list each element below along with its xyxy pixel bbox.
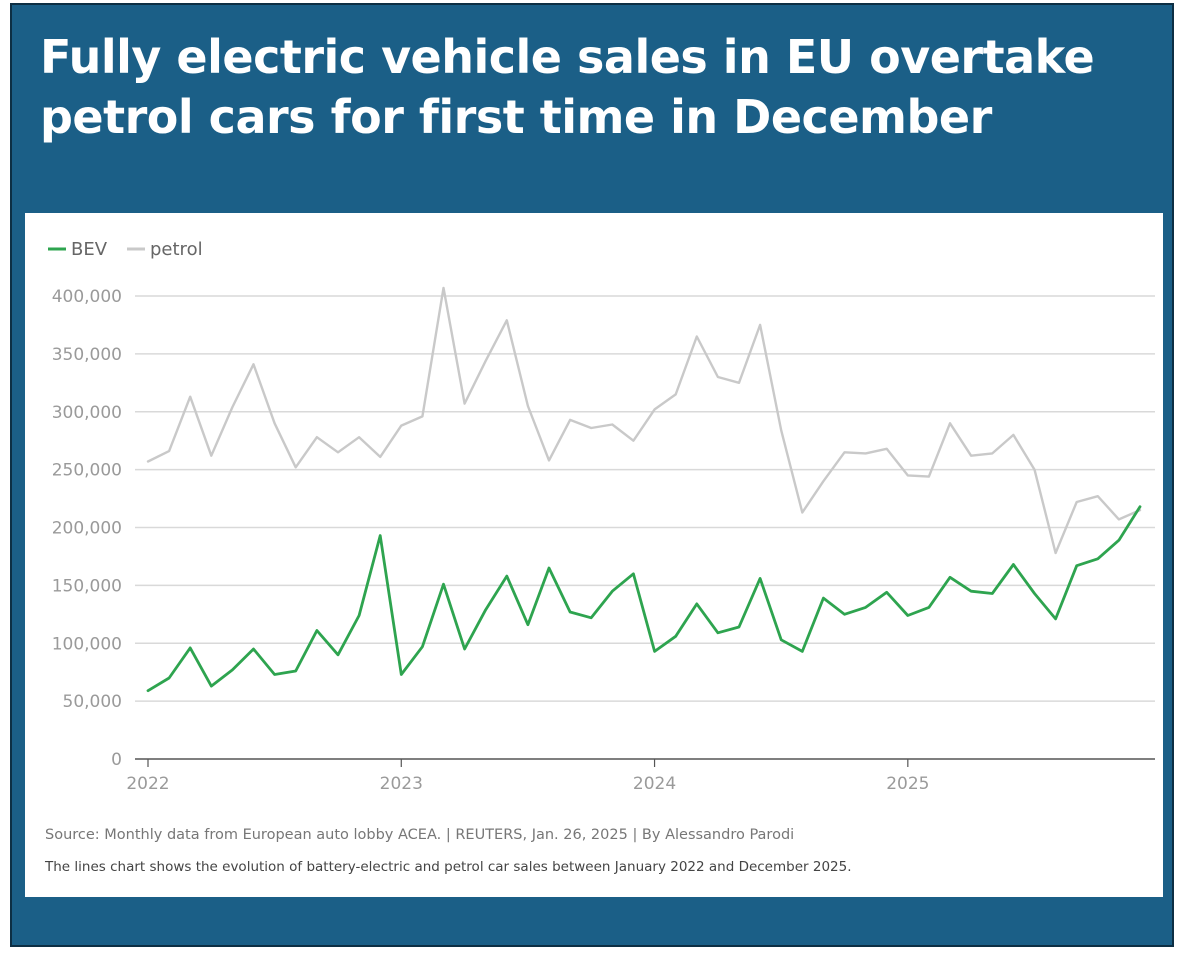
legend-label-petrol: petrol [150, 239, 203, 260]
y-axis-ticks: 0 50,000 100,000 150,000 200,000 250,000 300,0… [52, 287, 122, 770]
y-tick-label: 50,000 [63, 692, 122, 712]
legend-label-bev: BEV [71, 239, 108, 260]
line-chart: BEV petrol 0 50,000 100,000 150,000 200,000 2… [48, 239, 1155, 794]
headline: Fully electric vehicle sales in EU overt… [40, 30, 1095, 144]
source-note: Source: Monthly data from European auto … [45, 827, 795, 843]
x-axis-ticks: 2022 2023 2024 2025 [126, 759, 929, 794]
chart-description: The lines chart shows the evolution of b… [45, 859, 852, 875]
x-tick-label: 2024 [633, 774, 676, 794]
y-tick-label: 350,000 [52, 345, 122, 365]
y-tick-label: 300,000 [52, 403, 122, 423]
y-tick-label: 200,000 [52, 519, 122, 539]
x-tick-label: 2025 [886, 774, 929, 794]
x-tick-label: 2022 [126, 774, 169, 794]
series-line-petrol [146, 286, 1142, 555]
y-tick-label: 250,000 [52, 461, 122, 481]
y-tick-label: 100,000 [52, 634, 122, 654]
series-lines [146, 286, 1142, 693]
x-tick-label: 2023 [380, 774, 423, 794]
gridlines [135, 295, 1155, 702]
y-tick-label: 400,000 [52, 287, 122, 307]
figure-frame: Fully electric vehicle sales in EU overt… [10, 3, 1174, 947]
legend: BEV petrol [48, 239, 203, 260]
y-tick-label: 150,000 [52, 576, 122, 596]
series-line-bev [146, 505, 1142, 693]
chart-panel: BEV petrol 0 50,000 100,000 150,000 200,000 2… [25, 213, 1163, 897]
y-tick-label: 0 [111, 750, 122, 770]
